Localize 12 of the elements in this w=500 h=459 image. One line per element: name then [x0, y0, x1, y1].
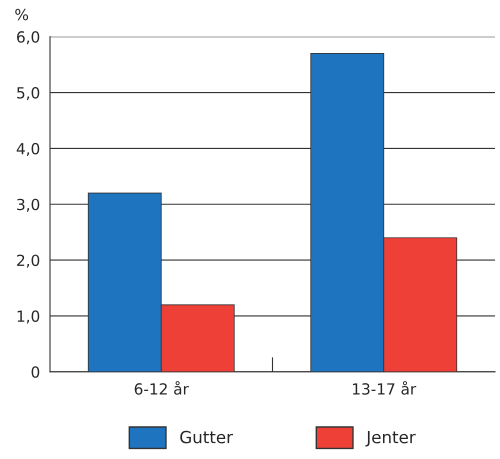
y-tick-label: 2,0	[17, 254, 40, 268]
legend-label: Jenter	[365, 431, 416, 446]
x-tick-label: 13-17 år	[352, 381, 416, 395]
y-axis-title: %	[15, 8, 28, 20]
legend-label: Gutter	[180, 430, 233, 444]
y-tick-label: 6,0	[17, 31, 40, 44]
y-tick-label: 5,0	[17, 87, 40, 100]
y-tick-label: 3,0	[17, 198, 40, 212]
y-tick-label: 0	[32, 366, 40, 378]
y-tick-label: 1,0	[18, 310, 40, 324]
y-tick-label: 4,0	[16, 142, 40, 156]
x-tick-label: 6-12 år	[134, 381, 189, 395]
